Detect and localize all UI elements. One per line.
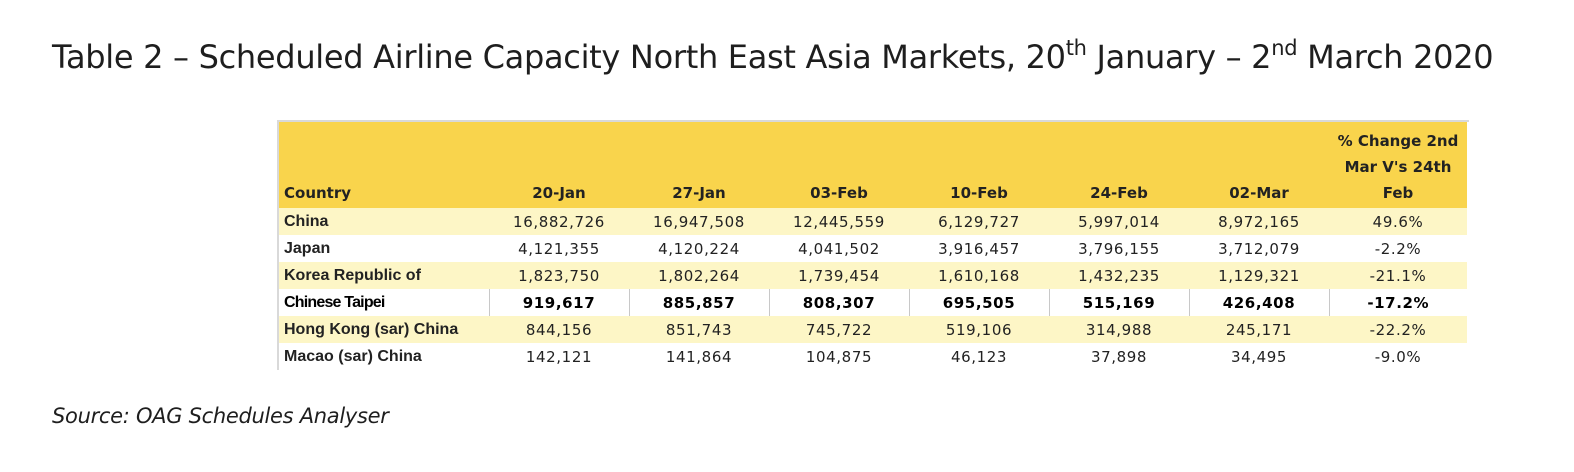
cell-pct-change: -22.2%	[1369, 320, 1427, 339]
cell-pct-change: 49.6%	[1372, 212, 1424, 231]
cell-24-feb: 5,997,014	[1078, 212, 1160, 231]
cell-10-feb: 3,916,457	[938, 239, 1020, 258]
cell-02-mar: 34,495	[1230, 347, 1288, 366]
cell-03-feb: 104,875	[805, 347, 873, 366]
title-text-2: January – 2	[1086, 38, 1272, 76]
table-row: Macao (sar) China 142,121 141,864 104,87…	[279, 343, 1467, 370]
cell-10-feb: 6,129,727	[938, 212, 1020, 231]
cell-country: Japan	[284, 239, 331, 257]
cell-country: Macao (sar) China	[284, 347, 422, 365]
table-row: Japan 4,121,355 4,120,224 4,041,502 3,91…	[279, 235, 1467, 262]
title-text-1: Table 2 – Scheduled Airline Capacity Nor…	[52, 38, 1066, 76]
header-pct-line-3: Feb	[1382, 184, 1414, 202]
cell-24-feb: 515,169	[1048, 289, 1189, 316]
cell-pct-change: -21.1%	[1369, 266, 1427, 285]
header-20-jan: 20-Jan	[532, 184, 586, 202]
capacity-table-container: Country 20-Jan 27-Jan 03-Feb 10-Feb 24-F…	[277, 120, 1469, 370]
cell-10-feb: 1,610,168	[938, 266, 1020, 285]
cell-24-feb: 1,432,235	[1078, 266, 1160, 285]
cell-02-mar: 3,712,079	[1218, 239, 1300, 258]
cell-pct-change: -2.2%	[1374, 239, 1422, 258]
table-row: Hong Kong (sar) China 844,156 851,743 74…	[279, 316, 1467, 343]
cell-03-feb: 1,739,454	[798, 266, 880, 285]
cell-country: Hong Kong (sar) China	[284, 320, 459, 338]
cell-pct-change: -17.2%	[1328, 289, 1467, 316]
cell-27-jan: 4,120,224	[658, 239, 740, 258]
table-row: Korea Republic of 1,823,750 1,802,264 1,…	[279, 262, 1467, 289]
header-10-feb: 10-Feb	[950, 184, 1008, 202]
page-title: Table 2 – Scheduled Airline Capacity Nor…	[52, 36, 1494, 76]
cell-10-feb: 695,505	[908, 289, 1049, 316]
cell-02-mar: 1,129,321	[1218, 266, 1300, 285]
header-row: Country 20-Jan 27-Jan 03-Feb 10-Feb 24-F…	[279, 122, 1467, 208]
cell-24-feb: 314,988	[1085, 320, 1153, 339]
title-superscript-2: nd	[1271, 36, 1298, 60]
cell-country: Korea Republic of	[284, 266, 421, 284]
cell-03-feb: 745,722	[805, 320, 873, 339]
cell-20-jan: 142,121	[525, 347, 593, 366]
table-body: China 16,882,726 16,947,508 12,445,559 6…	[279, 208, 1467, 370]
cell-03-feb: 808,307	[768, 289, 909, 316]
cell-02-mar: 8,972,165	[1218, 212, 1300, 231]
title-superscript-1: th	[1065, 36, 1087, 60]
cell-03-feb: 4,041,502	[798, 239, 880, 258]
table-row: China 16,882,726 16,947,508 12,445,559 6…	[279, 208, 1467, 235]
table-header: Country 20-Jan 27-Jan 03-Feb 10-Feb 24-F…	[279, 122, 1467, 208]
cell-02-mar: 245,171	[1225, 320, 1293, 339]
cell-27-jan: 1,802,264	[658, 266, 740, 285]
cell-10-feb: 46,123	[950, 347, 1008, 366]
cell-03-feb: 12,445,559	[793, 212, 885, 231]
cell-20-jan: 4,121,355	[518, 239, 600, 258]
header-24-feb: 24-Feb	[1090, 184, 1148, 202]
cell-20-jan: 16,882,726	[513, 212, 605, 231]
header-pct-line-2: Mar V's 24th	[1344, 158, 1452, 176]
cell-02-mar: 426,408	[1188, 289, 1329, 316]
cell-pct-change: -9.0%	[1374, 347, 1422, 366]
source-note: Source: OAG Schedules Analyser	[52, 404, 389, 428]
header-03-feb: 03-Feb	[810, 184, 868, 202]
cell-27-jan: 141,864	[665, 347, 733, 366]
cell-27-jan: 885,857	[628, 289, 769, 316]
cell-27-jan: 851,743	[665, 320, 733, 339]
cell-24-feb: 37,898	[1090, 347, 1148, 366]
cell-country: China	[284, 212, 329, 230]
cell-27-jan: 16,947,508	[653, 212, 745, 231]
capacity-table: Country 20-Jan 27-Jan 03-Feb 10-Feb 24-F…	[279, 122, 1467, 370]
table-row-highlighted: Chinese Taipei 919,617 885,857 808,307 6…	[279, 289, 1467, 316]
cell-20-jan: 1,823,750	[518, 266, 600, 285]
header-pct-line-1: % Change 2nd	[1337, 132, 1459, 150]
cell-10-feb: 519,106	[945, 320, 1013, 339]
cell-20-jan: 919,617	[488, 289, 629, 316]
header-27-jan: 27-Jan	[672, 184, 726, 202]
header-02-mar: 02-Mar	[1229, 184, 1289, 202]
header-country: Country	[284, 184, 352, 202]
cell-country: Chinese Taipei	[284, 293, 385, 311]
cell-24-feb: 3,796,155	[1078, 239, 1160, 258]
header-pct-change: % Change 2nd Mar V's 24th Feb	[1329, 122, 1467, 208]
title-text-3: March 2020	[1297, 38, 1494, 76]
cell-20-jan: 844,156	[525, 320, 593, 339]
